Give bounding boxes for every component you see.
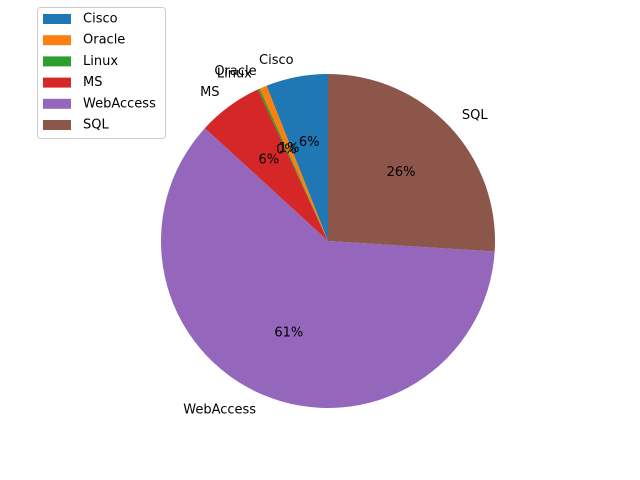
slice-label-oracle: Oracle bbox=[214, 64, 256, 79]
slice-label-sql: SQL bbox=[462, 108, 488, 123]
legend-label-oracle: Oracle bbox=[83, 33, 125, 48]
legend-items: Cisco Oracle Linux MS WebAccess SQL bbox=[43, 12, 156, 133]
slice-label-ms: MS bbox=[200, 85, 219, 100]
legend: Cisco Oracle Linux MS WebAccess SQL bbox=[37, 7, 166, 139]
legend-swatch-webaccess bbox=[43, 98, 71, 109]
pie-slice-webaccess bbox=[160, 128, 495, 409]
pct-label-cisco: 6% bbox=[299, 135, 320, 150]
legend-label-linux: Linux bbox=[83, 54, 118, 69]
pct-label-webaccess: 61% bbox=[274, 326, 303, 341]
pie-slice-linux bbox=[257, 88, 328, 241]
slice-label-cisco: Cisco bbox=[259, 53, 294, 68]
legend-swatch-ms bbox=[43, 77, 71, 88]
pie-slices bbox=[160, 74, 495, 409]
legend-label-sql: SQL bbox=[83, 118, 109, 133]
legend-label-webaccess: WebAccess bbox=[83, 96, 156, 111]
pie-slice-sql bbox=[328, 74, 495, 252]
legend-label-cisco: Cisco bbox=[83, 12, 118, 27]
legend-swatch-oracle bbox=[43, 35, 71, 46]
pct-label-sql: 26% bbox=[387, 165, 416, 180]
legend-swatch-sql bbox=[43, 120, 71, 130]
slice-label-linux: Linux bbox=[217, 66, 252, 81]
pie-slice-oracle bbox=[259, 85, 328, 241]
pct-label-linux: 0% bbox=[276, 142, 297, 157]
pct-label-oracle: 1% bbox=[279, 141, 300, 156]
percentage-labels: 6%1%0%6% 61% 26% bbox=[259, 135, 416, 341]
legend-swatch-cisco bbox=[43, 14, 71, 24]
legend-label-ms: MS bbox=[83, 75, 102, 90]
legend-swatch-linux bbox=[43, 56, 71, 67]
pct-label-ms: 6% bbox=[259, 153, 280, 168]
pie-slice-ms bbox=[204, 89, 328, 241]
slice-label-webaccess: WebAccess bbox=[183, 403, 256, 418]
pie-slice-cisco bbox=[266, 74, 328, 241]
